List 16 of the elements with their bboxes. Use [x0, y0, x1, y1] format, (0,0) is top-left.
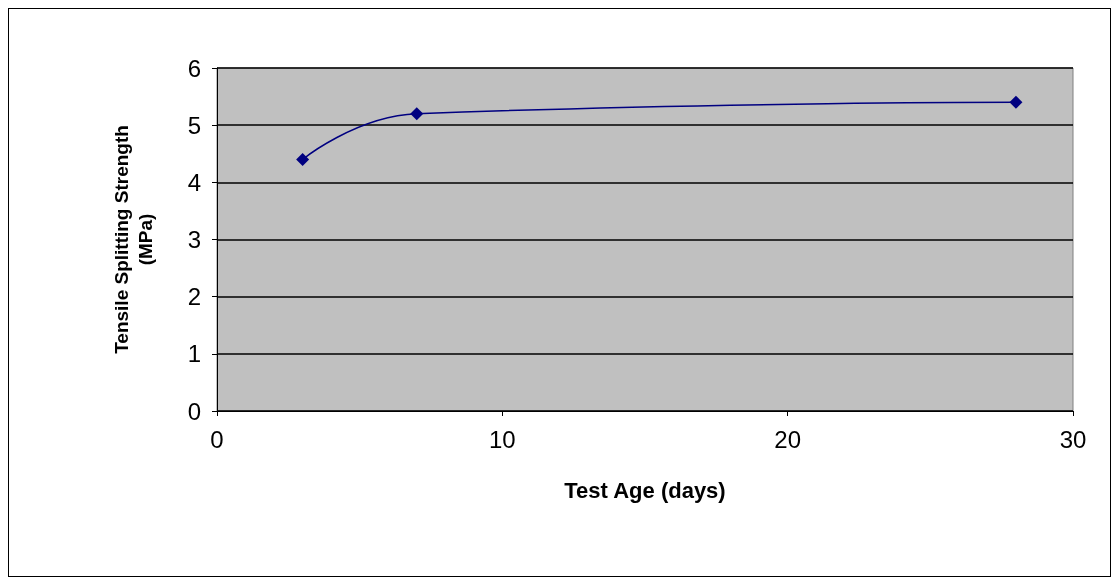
y-tick-label: 3 [187, 226, 201, 253]
point [1009, 95, 1023, 109]
x-tick-label: 20 [774, 425, 802, 453]
x-tick-label: 0 [210, 425, 224, 453]
y-tick-label: 1 [187, 340, 201, 368]
point [296, 152, 310, 166]
x-axis-title: Test Age (days) [564, 477, 726, 503]
x-tick-label: 30 [1059, 425, 1087, 453]
point [410, 107, 424, 121]
x-tick-label: 10 [488, 425, 516, 453]
y-tick-label: 0 [187, 397, 201, 425]
y-tick-label: 5 [187, 111, 201, 139]
y-tick-label: 2 [187, 283, 201, 311]
y-axis-title: Tensile Splitting Strength (MPa) [110, 125, 156, 354]
y-tick-label: 6 [187, 54, 201, 82]
y-tick-label: 4 [187, 168, 201, 196]
